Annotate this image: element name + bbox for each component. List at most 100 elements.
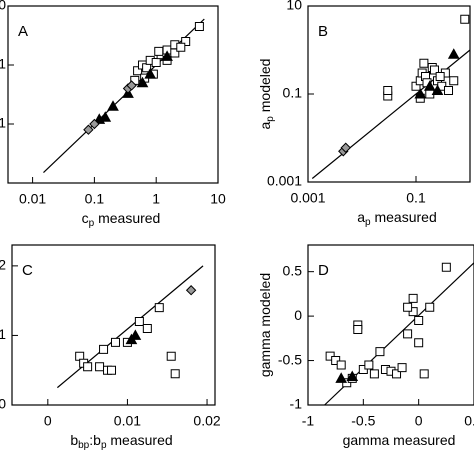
data-point [414, 316, 424, 326]
data-point [340, 142, 351, 153]
data-point [369, 369, 379, 379]
x-tick-label: 0.02 [193, 413, 220, 429]
panel-letter: D [318, 262, 329, 279]
axis-label: bbp:bp measured [70, 432, 172, 451]
data-point [136, 76, 149, 88]
data-point [447, 48, 460, 59]
data-point [460, 14, 470, 24]
axis-label-part: gamma modeled [257, 273, 273, 377]
y-tick-label: 0.001 [267, 173, 302, 189]
panel-letter: B [318, 23, 328, 40]
x-tick-label: 10 [210, 191, 226, 207]
data-point [441, 262, 451, 272]
data-point [335, 372, 348, 383]
axis-label: cp measured [82, 210, 161, 229]
data-point [83, 124, 94, 135]
data-point [134, 317, 144, 327]
data-point [408, 293, 418, 303]
data-point [185, 285, 197, 296]
axis-label-part: :b [89, 432, 101, 448]
x-tick-label: 0.1 [85, 191, 105, 207]
plot-frame [7, 5, 219, 184]
x-tick-label: -1 [302, 413, 315, 429]
panel-letter: C [22, 262, 33, 279]
y-tick-label: 10 [286, 0, 302, 13]
y-tick-label: 0.5 [283, 262, 303, 278]
data-point [142, 323, 152, 333]
data-point [336, 360, 346, 370]
data-point [154, 303, 164, 313]
y-tick-label: 10 [0, 0, 6, 13]
x-tick-label: 0.01 [19, 191, 46, 207]
axis-label-part: p [365, 217, 371, 228]
axis-label: gamma modeled [257, 273, 273, 377]
axis-label-part: a [357, 209, 365, 225]
data-point [194, 21, 204, 31]
y-tick-label: -1 [290, 396, 303, 412]
panel-letter: A [18, 23, 28, 40]
data-point [353, 324, 363, 334]
data-point [403, 302, 413, 312]
x-tick-label: 1 [152, 191, 160, 207]
y-tick-label: -0.5 [278, 351, 302, 367]
y-tick-label: 0.1 [283, 85, 303, 101]
data-point [176, 42, 186, 52]
axis-label-part: p [265, 116, 276, 122]
axis-label: ap measured [357, 209, 437, 228]
axis-label: ap modeled [257, 59, 276, 130]
data-point [161, 50, 173, 61]
data-point [414, 87, 427, 99]
x-tick-label: 0 [44, 413, 52, 429]
x-tick-label: 0.1 [406, 190, 426, 206]
data-point [449, 76, 459, 86]
data-point [129, 329, 142, 340]
data-point [151, 58, 161, 68]
x-tick-label: 0.5 [464, 413, 474, 429]
data-point [383, 86, 393, 96]
axis-label: gamma measured [343, 432, 456, 448]
y-tick-label: 0.1 [0, 115, 6, 131]
data-point [419, 369, 429, 379]
data-point [375, 347, 385, 357]
x-tick-label: 0.001 [290, 190, 325, 206]
axis-label-part: p [101, 440, 107, 451]
axis-label-part: p [89, 218, 95, 229]
data-point [170, 369, 180, 379]
y-tick-label: 0.1 [0, 326, 6, 342]
axis-label-part: bp [78, 440, 90, 451]
y-tick-label: 1 [0, 56, 6, 72]
y-tick-label: 0.2 [0, 257, 6, 273]
data-point [403, 329, 413, 339]
data-point [364, 360, 374, 370]
data-point [435, 71, 445, 81]
axis-label-part: gamma measured [343, 432, 456, 448]
data-point [83, 362, 93, 372]
axis-label-part: measured [371, 209, 437, 225]
data-point [423, 80, 436, 91]
data-point [431, 84, 444, 96]
axis-label-part: modeled [257, 59, 273, 117]
data-point [397, 363, 407, 373]
axis-label-part: c [82, 210, 89, 226]
axis-label-part: measured [107, 432, 173, 448]
data-point [425, 302, 435, 312]
axis-label-part: a [257, 121, 273, 129]
data-point [99, 111, 112, 122]
data-point [110, 337, 120, 347]
x-tick-label: 0 [415, 413, 423, 429]
x-tick-label: 0.01 [114, 413, 141, 429]
data-point [414, 338, 424, 348]
data-point [95, 362, 105, 372]
plot-frame [11, 244, 216, 406]
axis-label-part: measured [94, 210, 160, 226]
data-point [154, 46, 164, 56]
data-point [419, 58, 429, 68]
data-point [346, 370, 359, 382]
data-point [166, 351, 176, 361]
fit-line [56, 265, 204, 389]
data-point [144, 68, 157, 79]
y-tick-label: 0 [294, 307, 302, 323]
plot-frame [307, 244, 474, 406]
data-point [99, 344, 109, 354]
